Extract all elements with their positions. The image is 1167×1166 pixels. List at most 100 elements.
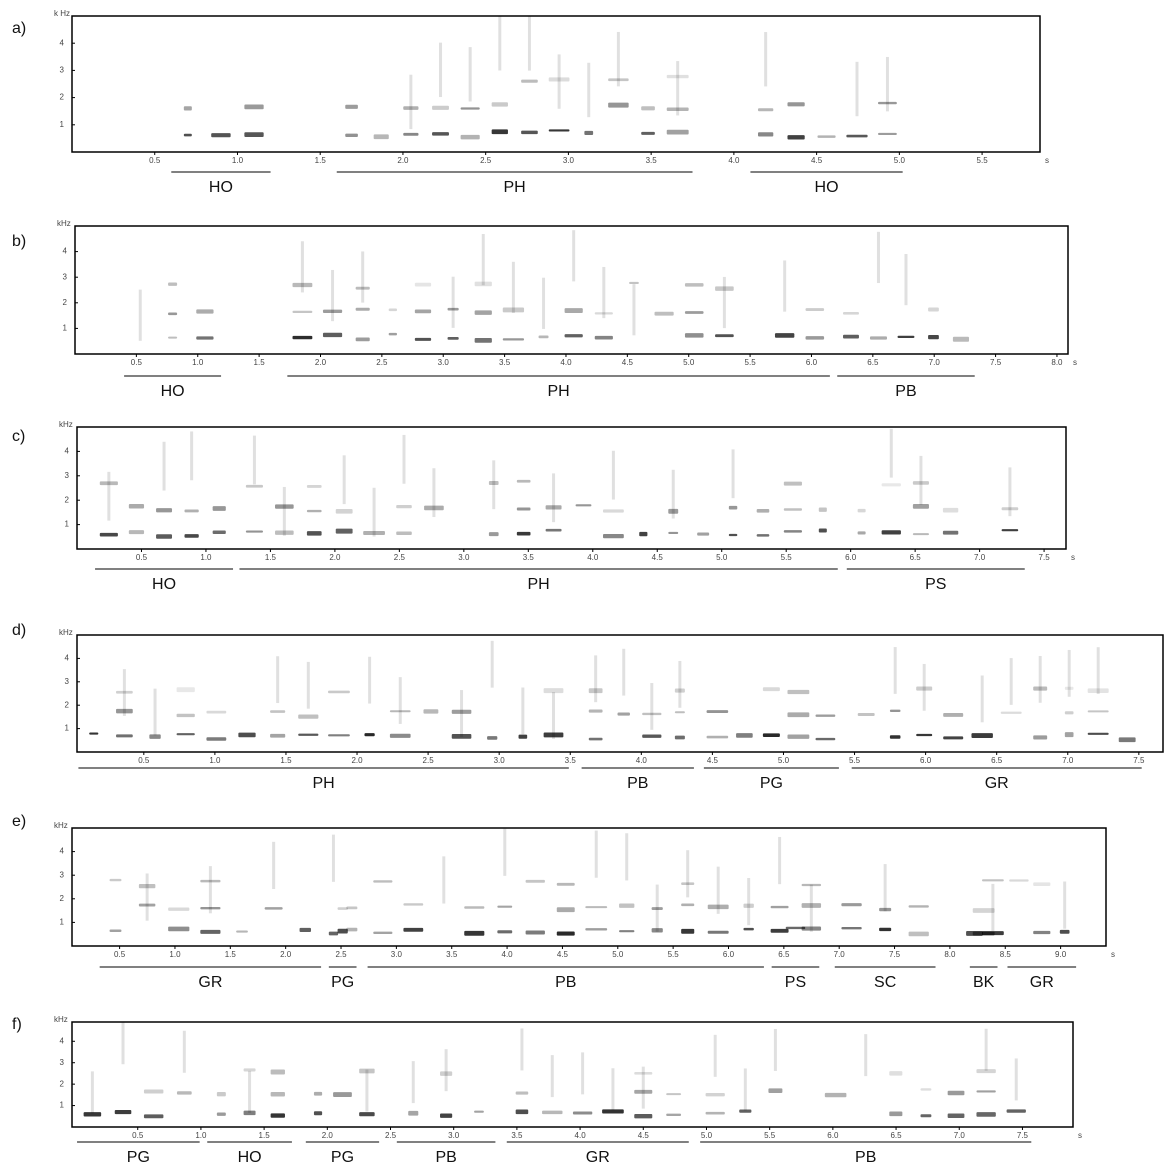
- y-unit: kHz: [54, 821, 68, 830]
- spectrogram-trace: [497, 906, 512, 908]
- spectrogram-trace: [565, 308, 583, 313]
- segment-label: PB: [435, 1149, 456, 1166]
- x-tick-label: 5.5: [745, 358, 757, 367]
- spectrogram-trace: [314, 1092, 322, 1096]
- x-tick-label: 2.0: [322, 1131, 334, 1140]
- spectrogram-trace: [1002, 529, 1019, 531]
- spectrogram-trace: [707, 710, 729, 713]
- spectrogram-trace: [1119, 737, 1136, 742]
- spectrogram-trace: [403, 435, 406, 484]
- spectrogram-trace: [642, 735, 661, 738]
- spectrogram-trace: [557, 907, 575, 912]
- segment-label: PB: [855, 1149, 876, 1166]
- spectrogram-trace: [1033, 735, 1047, 739]
- spectrogram-trace: [1015, 1058, 1018, 1100]
- spectrogram-trace: [603, 509, 624, 512]
- spectrogram-trace: [783, 260, 786, 311]
- spectrogram-trace: [584, 131, 593, 135]
- x-tick-label: 6.5: [890, 1131, 902, 1140]
- panel-label: f): [12, 1016, 22, 1033]
- x-tick-label: 6.0: [806, 358, 818, 367]
- spectrogram-trace: [858, 713, 875, 716]
- spectrogram-trace: [819, 529, 827, 533]
- segment-label: PB: [627, 775, 648, 792]
- spectrogram-trace: [843, 335, 859, 339]
- x-unit: s: [1073, 358, 1077, 367]
- spectrogram-trace: [612, 451, 615, 500]
- spectrogram-trace: [744, 1068, 747, 1110]
- spectrogram-trace: [666, 1114, 681, 1116]
- x-tick-label: 2.0: [329, 553, 341, 562]
- x-tick-label: 7.0: [1062, 756, 1074, 765]
- spectrogram-trace: [346, 906, 357, 909]
- x-tick-label: 3.5: [523, 553, 535, 562]
- x-tick-label: 1.0: [200, 553, 212, 562]
- spectrogram-trace: [526, 880, 545, 883]
- spectrogram-trace: [1063, 882, 1066, 929]
- spectrogram-trace: [707, 736, 729, 739]
- spectrogram-trace: [589, 710, 603, 713]
- spectrogram-trace: [336, 529, 353, 534]
- spectrogram-trace: [190, 431, 193, 480]
- spectrogram-trace: [775, 333, 794, 338]
- panel-label: e): [12, 813, 26, 830]
- segment-label: PS: [785, 974, 806, 991]
- x-tick-label: 1.5: [259, 1131, 271, 1140]
- spectrogram-trace: [729, 534, 737, 536]
- x-tick-label: 4.0: [728, 156, 740, 165]
- spectrogram-trace: [300, 928, 311, 932]
- spectrogram-trace: [329, 932, 338, 936]
- spectrogram-trace: [365, 1070, 368, 1112]
- x-tick-label: 2.5: [423, 756, 435, 765]
- spectrogram-trace: [982, 879, 1004, 881]
- spectrogram-trace: [185, 534, 199, 538]
- spectrogram-trace: [549, 129, 570, 131]
- panel-label: d): [12, 622, 26, 639]
- spectrogram-trace: [298, 715, 318, 719]
- y-tick-label: 2: [60, 894, 65, 903]
- spectrogram-trace: [526, 930, 545, 934]
- x-tick-label: 2.0: [351, 756, 363, 765]
- spectrogram-trace: [557, 931, 575, 935]
- spectrogram-trace: [343, 455, 346, 504]
- y-tick-label: 3: [60, 66, 65, 75]
- x-tick-label: 2.5: [376, 358, 388, 367]
- spectrogram-trace: [539, 336, 549, 339]
- x-tick-label: 1.5: [254, 358, 266, 367]
- x-tick-label: 4.0: [587, 553, 599, 562]
- spectrogram-trace: [338, 907, 348, 910]
- spectrogram-trace: [573, 1111, 592, 1114]
- spectrogram-trace: [546, 529, 562, 532]
- x-tick-label: 1.5: [280, 756, 292, 765]
- spectrogram-trace: [890, 735, 901, 738]
- spectrogram-trace: [552, 692, 555, 739]
- spectrogram-trace: [442, 856, 445, 903]
- x-tick-label: 0.5: [136, 553, 148, 562]
- y-tick-label: 4: [63, 247, 68, 256]
- spectrogram-trace: [270, 710, 285, 713]
- x-tick-label: 4.5: [707, 756, 719, 765]
- spectrogram-trace: [608, 103, 629, 108]
- x-tick-label: 0.5: [131, 358, 143, 367]
- x-tick-label: 5.0: [612, 950, 624, 959]
- spectrogram-trace: [156, 508, 172, 512]
- spectrogram-trace: [448, 337, 459, 340]
- spectrogram-trace: [100, 533, 118, 537]
- spectrogram-trace: [708, 931, 729, 934]
- y-tick-label: 1: [60, 1101, 65, 1110]
- x-tick-label: 1.5: [265, 553, 277, 562]
- spectrogram-trace: [412, 1061, 415, 1103]
- spectrogram-trace: [878, 133, 897, 135]
- spectrogram-trace: [408, 1111, 418, 1116]
- x-unit: s: [1078, 1131, 1082, 1140]
- spectrogram-trace: [622, 649, 625, 696]
- spectrogram-trace: [122, 1022, 125, 1064]
- spectrogram-trace: [440, 1114, 452, 1118]
- spectrogram-trace: [913, 504, 929, 509]
- x-tick-label: 8.5: [1000, 950, 1012, 959]
- x-tick-label: 3.0: [563, 156, 575, 165]
- spectrogram-trace: [585, 928, 607, 930]
- spectrogram-trace: [403, 928, 423, 932]
- spectrogram-trace: [678, 661, 681, 708]
- x-tick-label: 5.5: [764, 1131, 776, 1140]
